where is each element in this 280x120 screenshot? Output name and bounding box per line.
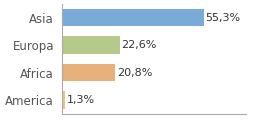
- Bar: [62, 36, 120, 54]
- Text: 55,3%: 55,3%: [205, 13, 241, 23]
- Text: 1,3%: 1,3%: [67, 95, 95, 105]
- Bar: [62, 9, 204, 27]
- Text: 22,6%: 22,6%: [122, 40, 157, 50]
- Bar: [62, 64, 115, 81]
- Text: 20,8%: 20,8%: [117, 68, 152, 78]
- Bar: [62, 91, 65, 109]
